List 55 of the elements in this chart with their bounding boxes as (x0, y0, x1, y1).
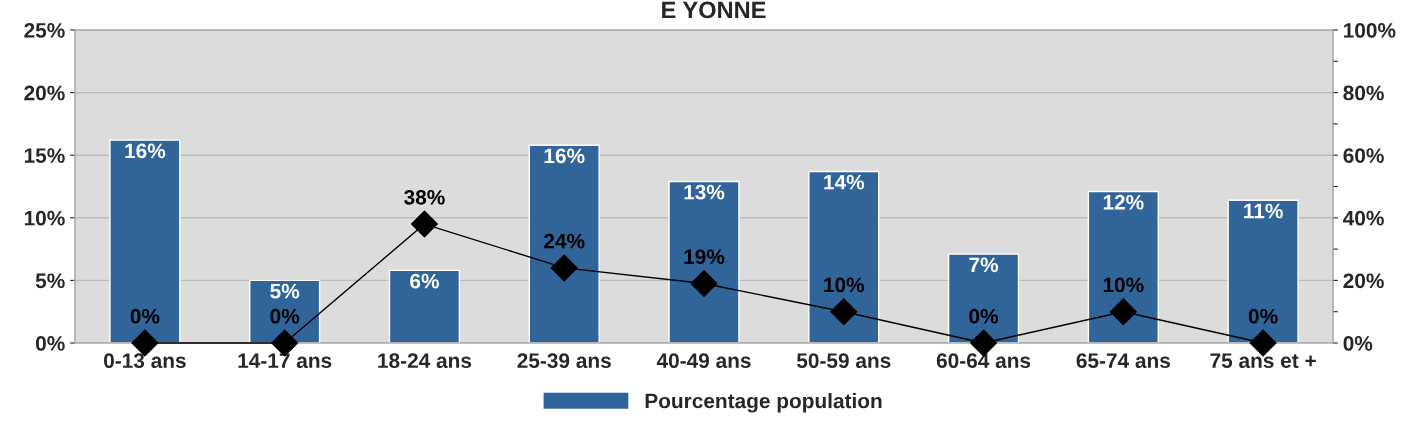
data-label: 0% (969, 308, 999, 324)
y-tick-label: 20% (24, 85, 65, 101)
chart-title: E YONNE (662, 1, 766, 19)
y2-tick-label: 60% (1343, 148, 1384, 163)
data-label: 16% (125, 143, 166, 159)
x-tick-label: 65-74 ans (1076, 353, 1170, 369)
y-tick-label: 0% (35, 336, 65, 351)
bar (668, 180, 740, 343)
data-label: 10% (824, 277, 865, 293)
bar (388, 269, 461, 343)
data-label: 11% (1244, 203, 1283, 219)
x-tick-label: 14-17 ans (238, 353, 332, 369)
data-label: 38% (404, 189, 445, 205)
x-tick-label: 50-59 ans (796, 353, 891, 369)
data-label: 14% (824, 174, 865, 190)
y2-tick-label: 20% (1343, 273, 1384, 289)
y-tick-label: 15% (24, 148, 65, 163)
data-label: 10% (1103, 277, 1144, 293)
point (830, 298, 858, 326)
bar (1087, 190, 1159, 343)
data-label: 16% (544, 148, 585, 164)
y2-tick-label: 100% (1344, 23, 1396, 38)
data-label: 13% (684, 184, 725, 200)
y2-tick-label: 40% (1343, 210, 1384, 226)
point (1249, 329, 1277, 357)
legend-label: Pourcentage population (645, 393, 882, 413)
x-tick-label: 75 ans et + (1210, 353, 1316, 369)
data-label: 24% (544, 233, 585, 249)
x-tick-label: 25-39 ans (517, 353, 611, 369)
data-label: 12% (1103, 194, 1144, 210)
x-tick-label: 60-64 ans (936, 353, 1031, 369)
point (690, 270, 718, 297)
bar (1227, 199, 1299, 343)
data-label: 0% (130, 308, 160, 324)
data-label: 19% (684, 249, 725, 265)
point (550, 254, 578, 282)
y2-tick-label: 0% (1343, 336, 1373, 351)
point (1109, 298, 1137, 326)
y-tick-label: 10% (24, 210, 65, 226)
x-tick-label: 0-13 ans (104, 353, 186, 369)
y2-tick-label: 80% (1343, 85, 1384, 101)
bar (109, 139, 181, 343)
data-label: 7% (969, 257, 999, 273)
x-tick-label: 18-24 ans (378, 353, 472, 369)
bar (528, 144, 600, 343)
data-label: 5% (270, 283, 300, 299)
bar (947, 253, 1020, 343)
x-tick-label: 40-49 ans (656, 353, 751, 369)
data-label: 0% (270, 308, 300, 324)
bar (808, 170, 880, 343)
data-label: 6% (410, 273, 439, 289)
y-tick-label: 5% (35, 273, 65, 289)
data-label: 0% (1248, 308, 1278, 324)
y-tick-label: 25% (24, 23, 65, 38)
point (410, 210, 438, 238)
